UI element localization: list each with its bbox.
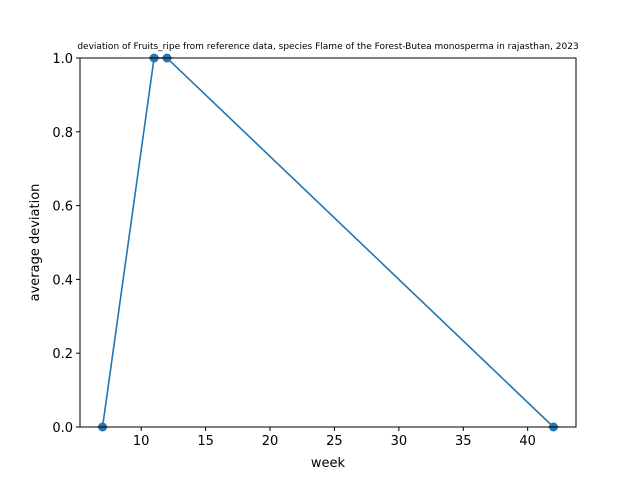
x-axis-label: week — [311, 456, 346, 471]
axes-frame — [79, 57, 577, 428]
y-tick-label: 0.6 — [52, 200, 73, 215]
x-tick-label: 20 — [262, 434, 279, 449]
x-tick-label: 40 — [519, 434, 536, 449]
x-tick-label: 25 — [326, 434, 343, 449]
plot-area: 10 15 20 25 30 35 40 0.0 0.2 0.4 0.6 0.8 1.0 — [52, 52, 577, 449]
x-tick-label: 35 — [455, 434, 472, 449]
y-tick-label: 0.0 — [52, 421, 73, 436]
chart-title: deviation of Fruits_ripe from reference … — [77, 42, 578, 52]
y-axis-label: average deviation — [28, 184, 43, 302]
x-tick-label: 30 — [391, 434, 408, 449]
x-tick-label: 15 — [197, 434, 214, 449]
y-tick-label: 0.4 — [52, 273, 73, 288]
ticks-layer: 10 15 20 25 30 35 40 0.0 0.2 0.4 0.6 0.8 1.0 — [52, 52, 536, 449]
y-tick-label: 0.2 — [52, 347, 73, 362]
y-tick-label: 0.8 — [52, 126, 73, 141]
y-tick-label: 1.0 — [52, 52, 73, 67]
x-tick-label: 10 — [133, 434, 150, 449]
